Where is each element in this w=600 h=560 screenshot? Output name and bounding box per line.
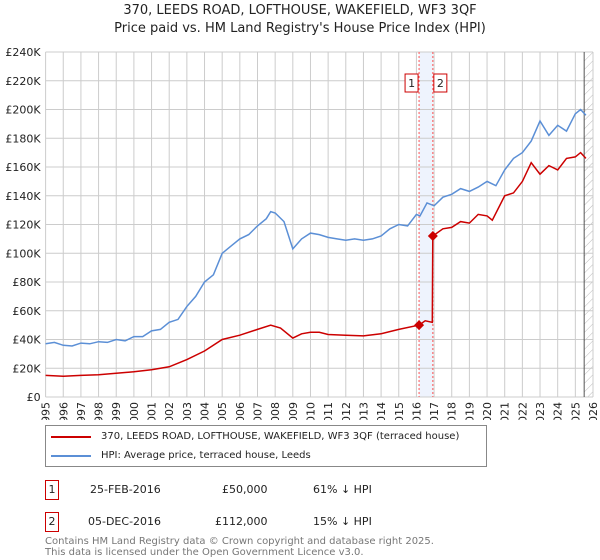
price-chart: 1995 1996 1997 1998 1999 2000 2001 2002 2003 2004… xyxy=(5,46,600,420)
x-tick-label: 2024 xyxy=(552,402,565,420)
x-tick-label: 2001 xyxy=(146,402,159,420)
x-tick-label: 2002 xyxy=(163,402,176,420)
x-tick-label: 2003 xyxy=(181,402,194,420)
sale-marker xyxy=(414,320,425,331)
marker-badge: 2 xyxy=(45,512,59,532)
y-tick-label: £240K xyxy=(5,46,41,59)
sale-hpi-diff: 15% ↓ HPI xyxy=(313,515,372,528)
sale-date: 25-FEB-2016 xyxy=(90,483,161,496)
x-tick-label: 1998 xyxy=(93,402,106,420)
x-tick-label: 2016 xyxy=(410,402,423,420)
legend-swatch-red xyxy=(51,435,91,438)
x-tick-label: 2010 xyxy=(304,402,317,420)
y-tick-label: £100K xyxy=(5,247,41,260)
x-tick-label: 2009 xyxy=(287,402,300,420)
x-tick-label: 2004 xyxy=(199,402,212,420)
x-tick-label: 2011 xyxy=(322,402,335,420)
x-tick-label: 2012 xyxy=(340,402,353,420)
y-tick-label: £200K xyxy=(5,104,41,117)
x-tick-label: 2007 xyxy=(251,402,264,420)
x-tick-label: 2006 xyxy=(234,402,247,420)
x-tick-label: 2005 xyxy=(216,402,229,420)
x-tick-label: 2014 xyxy=(375,402,388,420)
chart-marker-label: 1 xyxy=(408,77,415,90)
x-tick-label: 2008 xyxy=(269,402,282,420)
property-price-line xyxy=(45,151,587,377)
x-tick-label: 2021 xyxy=(499,402,512,420)
license-text: This data is licensed under the Open Gov… xyxy=(45,547,364,558)
x-tick-label: 1999 xyxy=(110,402,123,420)
x-tick-label: 2019 xyxy=(463,402,476,420)
y-tick-label: £120K xyxy=(5,219,41,232)
x-tick-label: 2023 xyxy=(534,402,547,420)
legend-item-property: 370, LEEDS ROAD, LOFTHOUSE, WAKEFIELD, W… xyxy=(51,431,459,442)
x-tick-label: 2026 xyxy=(587,402,600,420)
hpi-line xyxy=(45,108,587,347)
x-tick-label: 1996 xyxy=(57,402,70,420)
y-tick-label: £140K xyxy=(5,190,41,203)
x-tick-label: 2015 xyxy=(393,402,406,420)
sale-marker xyxy=(427,231,438,241)
y-tick-label: £20K xyxy=(12,362,41,375)
legend-item-hpi: HPI: Average price, terraced house, Leed… xyxy=(51,450,311,461)
x-tick-label: 2013 xyxy=(357,402,370,420)
sale-price: £112,000 xyxy=(215,515,268,528)
x-tick-label: 2017 xyxy=(428,402,441,420)
y-tick-label: £40K xyxy=(12,334,41,347)
legend-label: HPI: Average price, terraced house, Leed… xyxy=(101,450,311,461)
x-tick-label: 2020 xyxy=(481,402,494,420)
legend-label: 370, LEEDS ROAD, LOFTHOUSE, WAKEFIELD, W… xyxy=(101,431,460,442)
sale-date: 05-DEC-2016 xyxy=(88,515,162,528)
chart-subtitle: Price paid vs. HM Land Registry's House … xyxy=(114,21,486,36)
legend: 370, LEEDS ROAD, LOFTHOUSE, WAKEFIELD, W… xyxy=(45,425,487,467)
legend-swatch-blue xyxy=(51,454,91,457)
x-tick-label: 1997 xyxy=(75,402,88,420)
x-tick-label: 1995 xyxy=(40,402,53,420)
y-tick-label: £60K xyxy=(12,305,41,318)
x-tick-label: 2025 xyxy=(569,402,582,420)
x-tick-label: 2000 xyxy=(128,402,141,420)
y-tick-label: £80K xyxy=(12,276,41,289)
marker-badge: 1 xyxy=(45,480,59,500)
x-tick-label: 2018 xyxy=(446,402,459,420)
sale-price: £50,000 xyxy=(222,483,268,496)
chart-marker-badge xyxy=(433,73,448,93)
chart-title: 370, LEEDS ROAD, LOFTHOUSE, WAKEFIELD, W… xyxy=(123,3,477,18)
footer: Contains HM Land Registry data © Crown c… xyxy=(45,536,434,558)
y-tick-label: £180K xyxy=(5,132,41,145)
sale-hpi-diff: 61% ↓ HPI xyxy=(313,483,372,496)
y-tick-label: £160K xyxy=(5,161,41,174)
y-tick-label: £220K xyxy=(5,75,41,88)
copyright-text: Contains HM Land Registry data © Crown c… xyxy=(45,536,434,547)
chart-marker-badge xyxy=(404,73,419,93)
chart-marker-label: 2 xyxy=(437,77,444,90)
x-tick-label: 2022 xyxy=(516,402,529,420)
y-tick-label: £0 xyxy=(27,391,41,404)
